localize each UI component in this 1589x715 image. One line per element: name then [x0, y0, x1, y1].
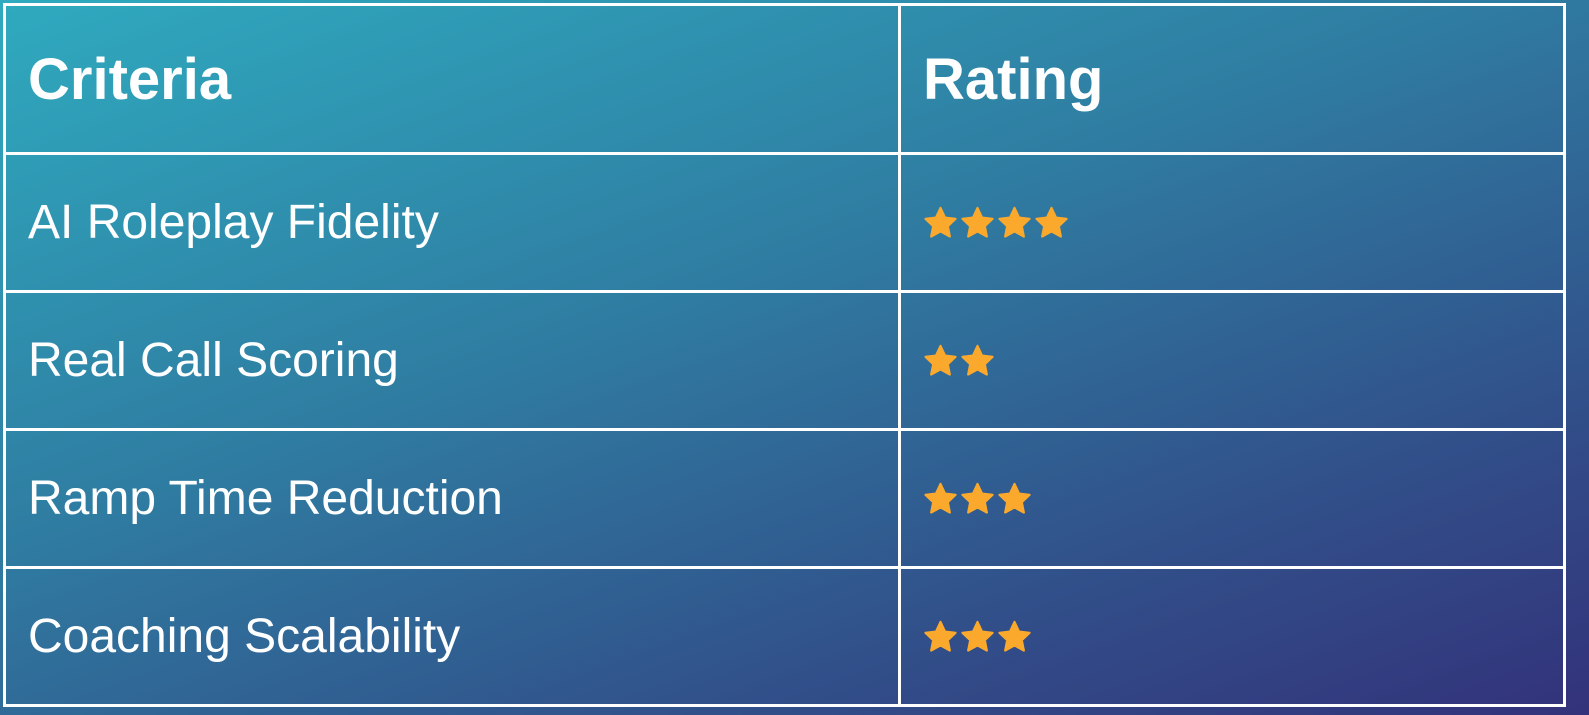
table-row: Coaching Scalability [3, 566, 1566, 707]
star-rating [923, 205, 1563, 240]
rating-cell [898, 152, 1566, 293]
header-rating: Rating [898, 3, 1566, 155]
star-icon [1035, 206, 1068, 238]
star-icon [961, 482, 994, 514]
star-icon [961, 620, 994, 652]
star-icon [998, 482, 1031, 514]
star-icon [998, 620, 1031, 652]
criteria-cell: Ramp Time Reduction [3, 428, 901, 569]
criteria-cell: Real Call Scoring [3, 290, 901, 431]
star-rating [923, 619, 1563, 654]
rating-cell [898, 428, 1566, 569]
table-row: Real Call Scoring [3, 290, 1566, 431]
criteria-cell: AI Roleplay Fidelity [3, 152, 901, 293]
star-icon [924, 344, 957, 376]
table-row: AI Roleplay Fidelity [3, 152, 1566, 293]
star-icon [961, 206, 994, 238]
star-rating [923, 481, 1563, 516]
header-criteria: Criteria [3, 3, 901, 155]
star-icon [961, 344, 994, 376]
star-icon [998, 206, 1031, 238]
star-icon [924, 206, 957, 238]
rating-cell [898, 566, 1566, 707]
header-row: Criteria Rating [3, 3, 1566, 155]
table-row: Ramp Time Reduction [3, 428, 1566, 569]
star-rating [923, 343, 1563, 378]
star-icon [924, 482, 957, 514]
criteria-cell: Coaching Scalability [3, 566, 901, 707]
star-icon [924, 620, 957, 652]
rating-cell [898, 290, 1566, 431]
criteria-rating-table: Criteria Rating AI Roleplay Fidelity Real… [3, 3, 1566, 707]
